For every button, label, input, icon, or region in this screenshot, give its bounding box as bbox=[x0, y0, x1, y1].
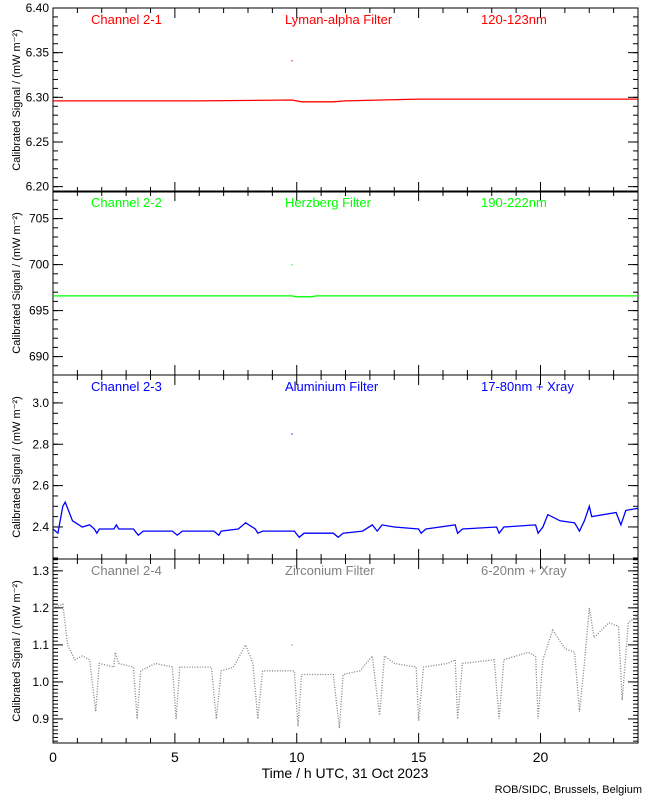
y-axis-label: Calibrated Signal / (mW m⁻²) bbox=[11, 580, 23, 722]
x-axis-label: Time / h UTC, 31 Oct 2023 bbox=[262, 765, 429, 781]
series-line bbox=[53, 295, 638, 298]
channel-label: Channel 2-4 bbox=[91, 563, 162, 578]
credit-text: ROB/SIDC, Brussels, Belgium bbox=[495, 784, 642, 796]
plot-frame bbox=[52, 558, 639, 744]
y-tick-label: 6.35 bbox=[26, 46, 50, 60]
y-tick-label: 6.30 bbox=[26, 90, 50, 104]
panel-4: 0.9 1.0 1.1 1.2 1.3 Calibrated Signal / (mW m… bbox=[11, 558, 639, 744]
panel-1: 6.20 6.25 6.30 6.35 6.40 Calibrated Signal / … bbox=[11, 1, 639, 194]
outlier-point bbox=[291, 433, 293, 435]
series-line bbox=[53, 98, 638, 103]
y-tick-label: 6.25 bbox=[26, 135, 50, 149]
band-label: 120-123nm bbox=[481, 12, 547, 27]
channel-label: Channel 2-1 bbox=[91, 12, 162, 27]
outlier-point bbox=[291, 644, 293, 646]
x-tick-labels: 0 5 10 15 20 bbox=[49, 749, 548, 765]
y-axis-label: Calibrated Signal / (mW m⁻²) bbox=[11, 212, 23, 354]
y-tick-label: 700 bbox=[29, 258, 49, 272]
band-label: 6-20nm + Xray bbox=[481, 563, 567, 578]
panel-2: 690 695 700 705 Calibrated Signal / (mW m⁻²)… bbox=[11, 190, 639, 376]
y-axis-label: Calibrated Signal / (mW m⁻²) bbox=[11, 29, 23, 171]
x-tick-label: 20 bbox=[533, 749, 549, 765]
y-tick-label: 1.1 bbox=[32, 638, 49, 652]
y-tick-label: 6.20 bbox=[26, 180, 50, 194]
y-axis-label: Calibrated Signal / (mW m⁻²) bbox=[11, 396, 23, 538]
x-tick-label: 0 bbox=[49, 749, 57, 765]
band-label: 190-222nm bbox=[481, 195, 547, 210]
filter-label: Zirconium Filter bbox=[285, 563, 375, 578]
series-line bbox=[52, 500, 639, 539]
y-tick-label: 690 bbox=[29, 350, 49, 364]
y-tick-label: 3.0 bbox=[32, 396, 49, 410]
y-tick-label: 2.8 bbox=[32, 437, 49, 451]
y-tick-label: 1.3 bbox=[32, 564, 49, 578]
filter-label: Aluminium Filter bbox=[285, 379, 379, 394]
x-tick-label: 5 bbox=[171, 749, 179, 765]
x-tick-label: 10 bbox=[289, 749, 305, 765]
channel-label: Channel 2-2 bbox=[91, 195, 162, 210]
y-tick-label: 6.40 bbox=[26, 1, 50, 15]
plot-frame bbox=[52, 190, 639, 376]
series-points bbox=[52, 603, 639, 729]
plot-frame bbox=[52, 374, 639, 560]
y-tick-label: 2.4 bbox=[32, 520, 49, 534]
band-label: 17-80nm + Xray bbox=[481, 379, 574, 394]
y-tick-label: 1.2 bbox=[32, 601, 49, 615]
y-tick-label: 1.0 bbox=[32, 675, 49, 689]
outlier-point bbox=[291, 264, 293, 266]
filter-label: Lyman-alpha Filter bbox=[285, 12, 393, 27]
y-tick-label: 705 bbox=[29, 212, 49, 226]
plot-frame bbox=[52, 7, 639, 193]
y-tick-label: 695 bbox=[29, 304, 49, 318]
outlier-point bbox=[291, 60, 293, 62]
channel-label: Channel 2-3 bbox=[91, 379, 162, 394]
filter-label: Herzberg Filter bbox=[285, 195, 372, 210]
y-tick-label: 0.9 bbox=[32, 712, 49, 726]
y-tick-label: 2.6 bbox=[32, 479, 49, 493]
x-tick-label: 15 bbox=[411, 749, 427, 765]
panel-3: 2.4 2.6 2.8 3.0 Calibrated Signal / (mW m⁻²)… bbox=[11, 374, 639, 560]
